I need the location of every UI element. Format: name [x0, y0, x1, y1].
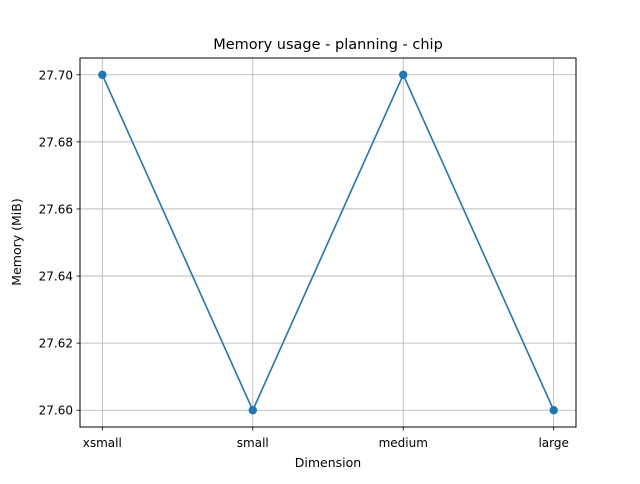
- grid-layer: [80, 58, 576, 427]
- y-tick-label: 27.70: [39, 68, 73, 82]
- x-tick-label: medium: [379, 436, 428, 450]
- y-tick-label: 27.60: [39, 404, 73, 418]
- series-line: [101, 73, 555, 412]
- y-tick-label: 27.66: [39, 202, 73, 216]
- y-tick-label: 27.68: [39, 135, 73, 149]
- x-axis: xsmall small medium large: [83, 427, 569, 450]
- y-axis: 27.60 27.62 27.64 27.66 27.68 27.70: [39, 68, 80, 418]
- series-layer: [98, 70, 558, 415]
- y-tick-label: 27.64: [39, 270, 73, 284]
- y-axis-label: Memory (MiB): [9, 198, 24, 285]
- data-point: [399, 70, 408, 79]
- x-tick-label: xsmall: [83, 436, 122, 450]
- data-point: [248, 406, 257, 415]
- chart-title: Memory usage - planning - chip: [213, 37, 443, 53]
- y-tick-label: 27.62: [39, 337, 73, 351]
- plot-frame: [79, 57, 577, 428]
- x-tick-label: large: [538, 436, 568, 450]
- data-point: [98, 70, 107, 79]
- x-tick-label: small: [237, 436, 269, 450]
- x-axis-label: Dimension: [295, 455, 361, 470]
- data-point: [549, 406, 558, 415]
